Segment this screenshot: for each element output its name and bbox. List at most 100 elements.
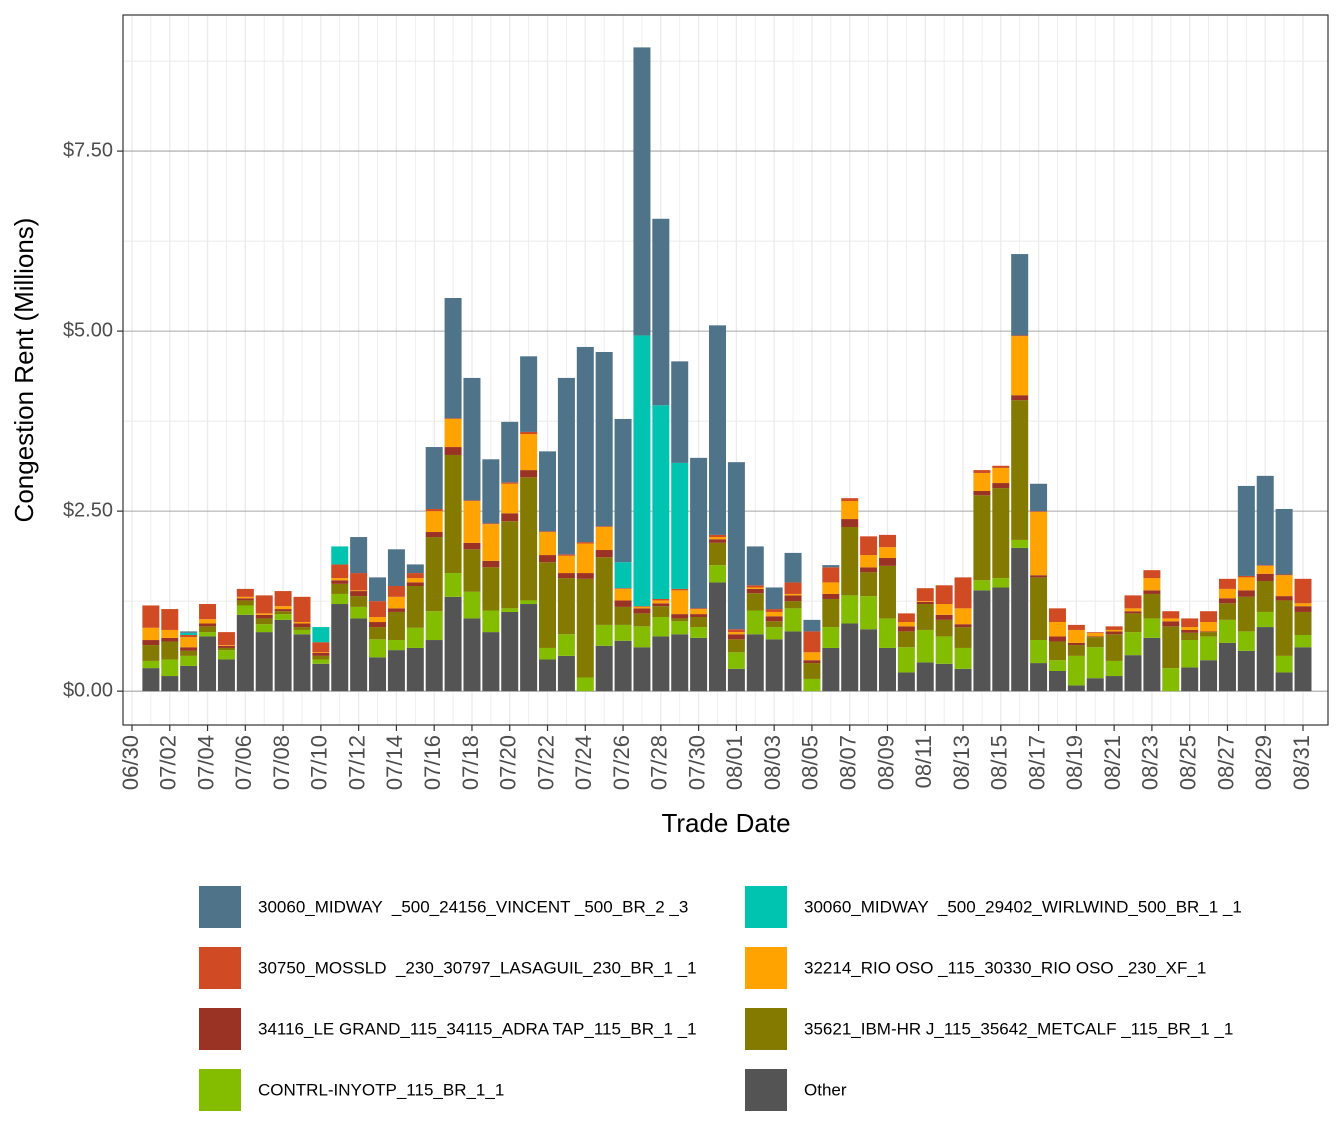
bar-segment — [954, 668, 972, 692]
x-tick-label: 08/17 — [1024, 735, 1049, 790]
bar-segment — [652, 598, 670, 601]
bar-segment — [180, 665, 198, 692]
bar-segment — [557, 655, 575, 692]
bar-segment — [1124, 611, 1142, 614]
bar-segment — [709, 325, 726, 535]
bar-segment — [954, 624, 972, 628]
bar-segment — [482, 610, 500, 633]
bar-segment — [1275, 655, 1293, 673]
bar-segment — [1256, 580, 1274, 612]
bar-segment — [973, 580, 991, 591]
bar-segment — [1086, 632, 1104, 633]
bar-segment — [1256, 627, 1274, 692]
bar-segment — [709, 582, 726, 692]
bar-segment — [973, 472, 991, 491]
bar-segment — [822, 567, 840, 583]
y-tick-label: $2.50 — [63, 499, 113, 521]
x-tick-label: 08/23 — [1138, 735, 1163, 790]
x-tick-label: 07/28 — [647, 735, 672, 790]
bar-segment — [860, 629, 878, 692]
bar-segment — [520, 477, 538, 601]
bar-segment — [463, 501, 481, 543]
bar-segment — [878, 618, 896, 648]
bar-segment — [595, 645, 613, 692]
bar-segment — [331, 593, 349, 605]
bar-segment — [293, 623, 311, 628]
bar-segment — [1162, 611, 1180, 619]
bar-segment — [161, 609, 179, 630]
bar-segment — [236, 605, 254, 615]
bar-segment — [1048, 670, 1066, 692]
bar-segment — [406, 627, 424, 648]
bar-segment — [860, 572, 878, 597]
bar-segment — [973, 590, 991, 692]
bar-segment — [1143, 590, 1161, 594]
bar-segment — [1218, 642, 1236, 692]
bar-segment — [350, 606, 368, 619]
bar-segment — [1030, 575, 1048, 578]
x-tick-label: 07/20 — [496, 735, 521, 790]
bar-segment — [690, 609, 708, 615]
x-tick-label: 08/03 — [760, 735, 785, 790]
bar-segment — [992, 587, 1010, 692]
bar-segment — [180, 650, 198, 656]
bar-segment — [595, 526, 613, 527]
x-tick-label: 08/13 — [949, 735, 974, 790]
bar-segment — [1030, 511, 1048, 512]
bar-segment — [671, 614, 689, 619]
bar-segment — [1256, 565, 1274, 574]
legend-label: Other — [804, 1080, 847, 1099]
bar-segment — [1237, 485, 1255, 576]
bar-segment — [633, 608, 651, 614]
bar-segment — [727, 634, 745, 640]
bar-segment — [331, 604, 349, 692]
x-axis-title: Trade Date — [661, 808, 790, 838]
bar-segment — [425, 447, 443, 509]
bar-segment — [690, 614, 708, 617]
bar-segment — [652, 606, 670, 617]
bar-segment — [180, 631, 198, 633]
bar-segment — [727, 652, 745, 669]
bar-segment — [671, 618, 689, 622]
bar-segment — [312, 642, 330, 653]
bar-segment — [539, 647, 557, 660]
bar-segment — [539, 659, 557, 692]
bar-segment — [312, 659, 330, 664]
bar-segment — [576, 346, 594, 543]
bar-segment — [803, 619, 821, 632]
bar-segment — [425, 508, 443, 512]
bar-segment — [463, 542, 481, 550]
bar-segment — [784, 552, 802, 583]
y-axis-title: Congestion Rent (Millions) — [9, 218, 39, 523]
legend-key — [745, 1008, 787, 1050]
bar-segment — [406, 564, 424, 574]
bar-segment — [199, 623, 217, 627]
bar-segment — [897, 626, 915, 632]
legend-label: 30750_MOSSLD _230_30797_LASAGUIL_230_BR_… — [258, 958, 697, 977]
bar-segment — [841, 519, 859, 527]
x-tick-label: 07/22 — [533, 735, 558, 790]
bar-segment — [463, 618, 481, 692]
bar-segment — [255, 613, 273, 615]
bar-segment — [576, 543, 594, 574]
bar-segment — [992, 578, 1010, 588]
bar-segment — [746, 546, 764, 586]
legend-label: 30060_MIDWAY _500_24156_VINCENT _500_BR_… — [258, 897, 688, 916]
bar-segment — [1143, 570, 1161, 579]
bar-segment — [633, 606, 651, 607]
bar-segment — [1048, 608, 1066, 623]
bar-segment — [1067, 624, 1085, 630]
bar-segment — [690, 457, 708, 609]
bar-segment — [482, 523, 500, 525]
bar-segment — [746, 587, 764, 589]
bar-segment — [199, 619, 217, 624]
bar-segment — [236, 614, 254, 692]
bar-segment — [765, 627, 783, 640]
bar-segment — [444, 454, 462, 574]
bar-segment — [539, 451, 557, 532]
bar-segment — [312, 655, 330, 660]
bar-segment — [1030, 663, 1048, 692]
bar-segment — [973, 495, 991, 581]
bar-segment — [633, 335, 651, 607]
bar-segment — [482, 560, 500, 568]
